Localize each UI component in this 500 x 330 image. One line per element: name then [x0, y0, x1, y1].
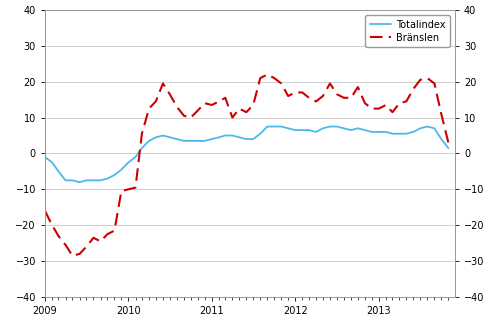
Legend: Totalindex, Bränslen: Totalindex, Bränslen — [364, 15, 450, 48]
